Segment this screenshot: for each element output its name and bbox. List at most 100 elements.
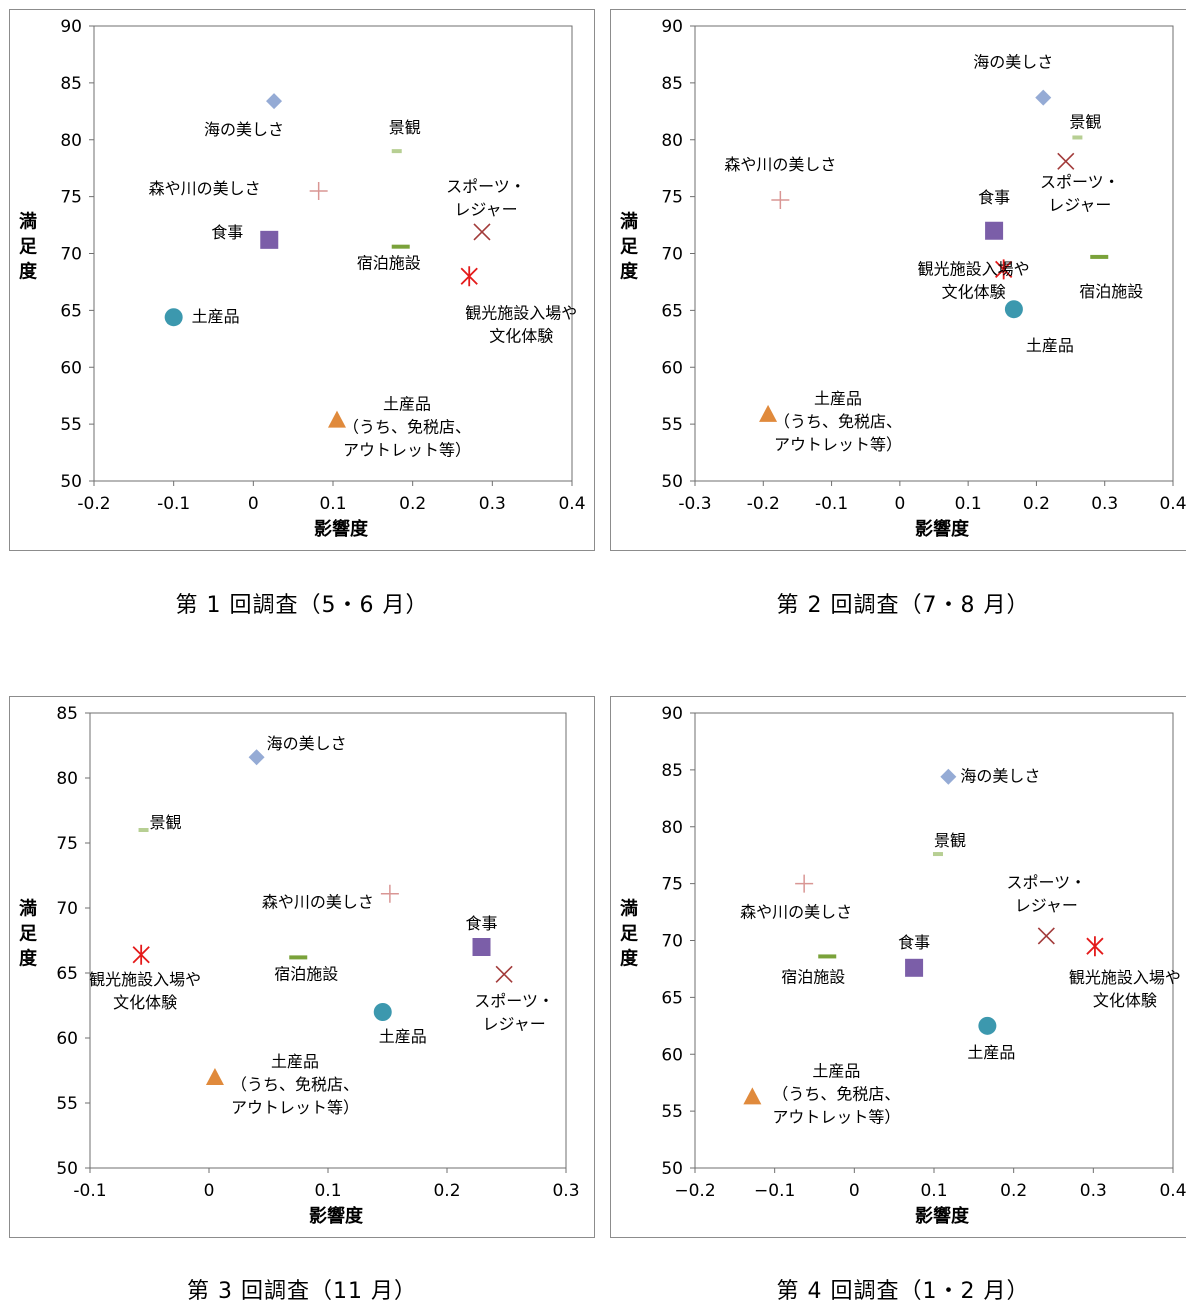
y-tick-label: 70 bbox=[60, 245, 82, 265]
data-label: 土産品 bbox=[967, 1043, 1015, 1062]
x-axis-label: 影響度 bbox=[309, 1205, 364, 1227]
data-label: 食事 bbox=[898, 933, 930, 952]
x-axis-label: 影響度 bbox=[915, 518, 970, 540]
x-tick-label: 0.1 bbox=[319, 494, 346, 514]
data-point: 森や川の美しさ bbox=[724, 155, 836, 210]
x-tick-label: 0.2 bbox=[399, 494, 426, 514]
y-tick-label: 70 bbox=[661, 932, 683, 952]
y-tick-label: 60 bbox=[56, 1029, 78, 1049]
asterisk-marker bbox=[132, 944, 150, 965]
y-tick-label: 90 bbox=[60, 17, 82, 37]
y-tick-label: 80 bbox=[60, 131, 82, 151]
data-point: スポーツ・レジャー bbox=[446, 177, 526, 241]
data-point: 景観 bbox=[138, 813, 182, 832]
square-marker bbox=[905, 958, 924, 977]
data-label: 土産品 bbox=[379, 1027, 427, 1046]
chart-panel-2: -0.3 -0.2 -0.1 0 0.1 0.2 0.3 0.4 50 55 60 65 70 75 80 8… bbox=[610, 9, 1186, 551]
data-label: 森や川の美しさ bbox=[149, 179, 261, 198]
dash-light-marker bbox=[391, 149, 402, 154]
data-point: 海の美しさ bbox=[248, 734, 347, 766]
dash-marker bbox=[1090, 254, 1109, 259]
data-label: 観光施設入場や文化体験 bbox=[89, 970, 201, 1012]
x-tick-label: 0 bbox=[894, 494, 905, 514]
x-tick-label: 0.3 bbox=[479, 494, 506, 514]
circle-marker bbox=[373, 1003, 392, 1021]
diamond-marker bbox=[1035, 89, 1052, 106]
circle-marker bbox=[164, 308, 183, 327]
data-point: スポーツ・レジャー bbox=[1006, 873, 1086, 945]
data-label: 土産品（うち、免税店、アウトレット等） bbox=[343, 395, 471, 460]
y-tick-label: 60 bbox=[661, 358, 683, 378]
data-point: 宿泊施設 bbox=[1079, 254, 1143, 301]
data-label: 土産品 bbox=[1026, 336, 1074, 355]
y-tick-label: 85 bbox=[60, 74, 82, 94]
x-tick-label: -0.2 bbox=[747, 494, 780, 514]
y-axis-label: 満足度 bbox=[620, 898, 639, 970]
scatter-chart-4: −0.2 −0.1 0 0.1 0.2 0.3 0.4 50 55 60 65 70 75 80 85 90 影… bbox=[620, 704, 1186, 1227]
x-tick-label: 0.2 bbox=[433, 1181, 460, 1201]
data-point: 土産品（うち、免税店、アウトレット等） bbox=[743, 1061, 900, 1126]
y-tick-label: 85 bbox=[661, 761, 683, 781]
y-tick-label: 80 bbox=[661, 131, 683, 151]
y-tick-label: 50 bbox=[661, 1159, 683, 1179]
data-point: 食事 bbox=[898, 933, 930, 977]
data-label: スポーツ・レジャー bbox=[1006, 873, 1086, 915]
y-tick-label: 55 bbox=[56, 1094, 78, 1114]
data-label: 森や川の美しさ bbox=[740, 903, 852, 922]
x-axis-label: 影響度 bbox=[314, 518, 369, 540]
y-tick-label: 55 bbox=[661, 1102, 683, 1122]
data-label: 観光施設入場や文化体験 bbox=[465, 303, 577, 345]
data-point: 食事 bbox=[466, 914, 498, 956]
data-point: 土産品 bbox=[373, 1003, 427, 1046]
y-tick-label: 75 bbox=[60, 188, 82, 208]
dash-marker bbox=[289, 955, 308, 960]
dash-light-marker bbox=[1072, 135, 1083, 140]
data-point: 景観 bbox=[1069, 112, 1101, 140]
data-point: 観光施設入場や文化体験 bbox=[89, 944, 201, 1012]
x-tick-label: 0 bbox=[204, 1181, 215, 1201]
data-label: 海の美しさ bbox=[973, 53, 1053, 72]
x-tick-label: 0 bbox=[849, 1181, 860, 1201]
x-tick-label: 0.4 bbox=[558, 494, 585, 514]
data-label: 景観 bbox=[150, 813, 182, 832]
data-point: 土産品（うち、免税店、アウトレット等） bbox=[327, 395, 471, 460]
data-point: 宿泊施設 bbox=[781, 954, 845, 986]
data-label: 景観 bbox=[1069, 112, 1101, 131]
data-point: 観光施設入場や文化体験 bbox=[1069, 936, 1181, 1010]
x-tick-label: 0.1 bbox=[314, 1181, 341, 1201]
x-marker bbox=[1057, 152, 1075, 170]
data-point: 土産品 bbox=[967, 1016, 1015, 1062]
data-point: 食事 bbox=[978, 188, 1010, 240]
y-tick-label: 85 bbox=[661, 74, 683, 94]
square-marker bbox=[985, 221, 1004, 240]
data-label: 観光施設入場や文化体験 bbox=[918, 259, 1030, 301]
data-label: 海の美しさ bbox=[267, 734, 347, 753]
x-tick-label: -0.3 bbox=[678, 494, 711, 514]
y-tick-label: 75 bbox=[56, 834, 78, 854]
diamond-marker bbox=[940, 768, 957, 785]
data-point: 海の美しさ bbox=[940, 767, 1040, 786]
x-tick-label: −0.2 bbox=[674, 1181, 715, 1201]
data-label: 森や川の美しさ bbox=[724, 155, 836, 174]
data-point: 森や川の美しさ bbox=[149, 179, 328, 200]
triangle-marker bbox=[759, 404, 778, 422]
dash-light-marker bbox=[932, 852, 943, 857]
y-tick-label: 65 bbox=[56, 964, 78, 984]
chart-caption-2: 第 2 回調査（7・8 月） bbox=[776, 593, 1030, 618]
x-tick-label: -0.1 bbox=[815, 494, 848, 514]
y-tick-label: 80 bbox=[56, 769, 78, 789]
chart-caption-1: 第 1 回調査（5・6 月） bbox=[175, 593, 429, 618]
y-tick-label: 60 bbox=[60, 358, 82, 378]
y-tick-label: 80 bbox=[661, 818, 683, 838]
data-point: 宿泊施設 bbox=[274, 955, 338, 983]
data-point: 観光施設入場や文化体験 bbox=[460, 266, 577, 345]
data-point: 海の美しさ bbox=[973, 53, 1053, 106]
x-marker bbox=[473, 223, 491, 241]
x-tick-label: 0 bbox=[248, 494, 259, 514]
y-tick-label: 55 bbox=[60, 415, 82, 435]
data-label: 土産品 bbox=[192, 307, 240, 326]
x-tick-label: −0.1 bbox=[754, 1181, 795, 1201]
data-label: 土産品（うち、免税店、アウトレット等） bbox=[774, 389, 902, 454]
plus-marker bbox=[795, 874, 814, 893]
x-tick-label: 0.3 bbox=[552, 1181, 579, 1201]
